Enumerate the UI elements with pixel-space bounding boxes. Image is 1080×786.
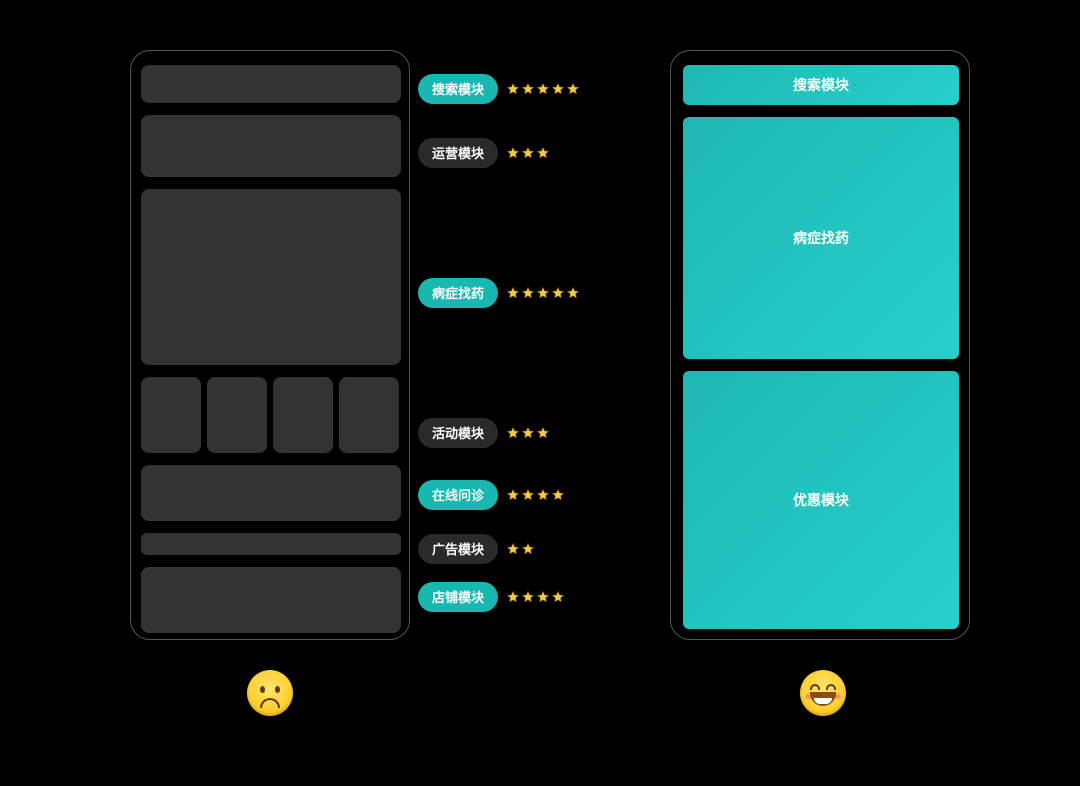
- annotation-ops: 运营模块: [418, 138, 550, 168]
- teal-block-label: 病症找药: [793, 228, 849, 248]
- block-consult: [141, 465, 401, 521]
- teal-block-label: 搜索模块: [793, 75, 849, 95]
- comparison-diagram: 搜索模块运营模块病症找药活动模块在线问诊广告模块店铺模块 搜索模块 病症找药 优…: [0, 0, 1080, 786]
- block-ad: [141, 533, 401, 555]
- rating-stars: [506, 590, 565, 604]
- rating-stars: [506, 426, 550, 440]
- star-icon: [536, 146, 550, 160]
- pill-ad: 广告模块: [418, 534, 498, 564]
- block-activity-3: [273, 377, 333, 453]
- annotation-activity: 活动模块: [418, 418, 550, 448]
- star-icon: [506, 286, 520, 300]
- teal-block-discount: 优惠模块: [683, 371, 959, 629]
- star-icon: [506, 82, 520, 96]
- block-activity-1: [141, 377, 201, 453]
- star-icon: [521, 590, 535, 604]
- star-icon: [521, 146, 535, 160]
- annotation-shop: 店铺模块: [418, 582, 565, 612]
- annotation-search: 搜索模块: [418, 74, 580, 104]
- star-icon: [536, 82, 550, 96]
- star-icon: [521, 82, 535, 96]
- teal-block-label: 优惠模块: [793, 490, 849, 510]
- rating-stars: [506, 286, 580, 300]
- block-activity-2: [207, 377, 267, 453]
- star-icon: [521, 286, 535, 300]
- pill-disease: 病症找药: [418, 278, 498, 308]
- pill-activity: 活动模块: [418, 418, 498, 448]
- star-icon: [551, 590, 565, 604]
- phone-wireframe-after: 搜索模块 病症找药 优惠模块: [670, 50, 970, 640]
- star-icon: [521, 542, 535, 556]
- pill-shop: 店铺模块: [418, 582, 498, 612]
- star-icon: [506, 590, 520, 604]
- star-icon: [506, 426, 520, 440]
- rating-stars: [506, 82, 580, 96]
- teal-block-disease: 病症找药: [683, 117, 959, 359]
- rating-stars: [506, 542, 535, 556]
- star-icon: [536, 426, 550, 440]
- teal-block-search: 搜索模块: [683, 65, 959, 105]
- star-icon: [506, 542, 520, 556]
- star-icon: [536, 488, 550, 502]
- pill-consult: 在线问诊: [418, 480, 498, 510]
- rating-stars: [506, 146, 550, 160]
- emoji-sad-face: [247, 670, 293, 716]
- star-icon: [506, 146, 520, 160]
- annotation-consult: 在线问诊: [418, 480, 565, 510]
- pill-search: 搜索模块: [418, 74, 498, 104]
- star-icon: [551, 82, 565, 96]
- block-ops: [141, 115, 401, 177]
- emoji-happy-face: [800, 670, 846, 716]
- block-activity-4: [339, 377, 399, 453]
- block-shop: [141, 567, 401, 633]
- star-icon: [551, 488, 565, 502]
- star-icon: [521, 488, 535, 502]
- star-icon: [566, 82, 580, 96]
- annotation-disease: 病症找药: [418, 278, 580, 308]
- phone-wireframe-before: [130, 50, 410, 640]
- star-icon: [536, 286, 550, 300]
- star-icon: [536, 590, 550, 604]
- star-icon: [521, 426, 535, 440]
- block-search: [141, 65, 401, 103]
- star-icon: [566, 286, 580, 300]
- star-icon: [506, 488, 520, 502]
- star-icon: [551, 286, 565, 300]
- annotation-ad: 广告模块: [418, 534, 535, 564]
- block-disease: [141, 189, 401, 365]
- pill-ops: 运营模块: [418, 138, 498, 168]
- rating-stars: [506, 488, 565, 502]
